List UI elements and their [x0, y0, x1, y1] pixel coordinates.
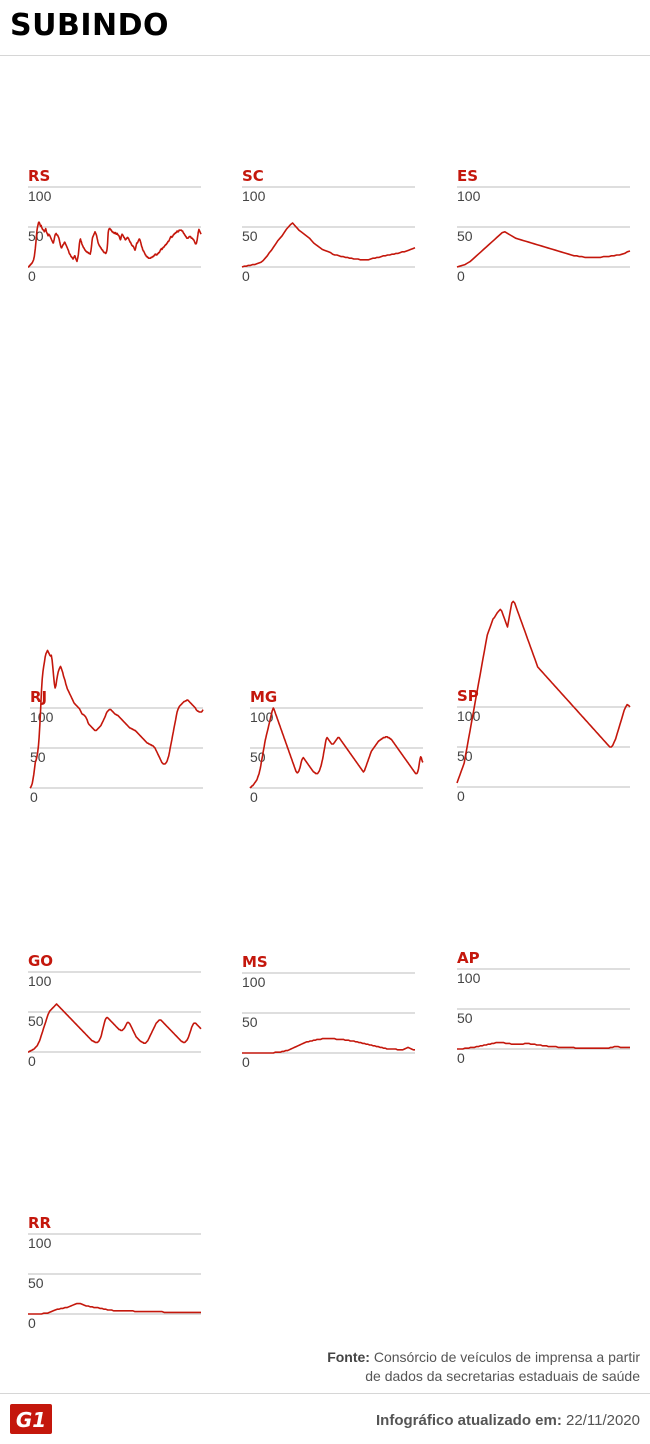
tick-label-es-50: 50: [457, 228, 473, 244]
tick-label-rj-100: 100: [30, 709, 54, 725]
series-line-ap: [457, 1041, 630, 1050]
tick-label-sc-100: 100: [242, 188, 266, 204]
series-line-sp: [456, 600, 631, 784]
tick-label-go-100: 100: [28, 973, 52, 989]
state-label-rj: RJ: [30, 688, 47, 706]
state-label-sp: SP: [457, 687, 479, 705]
g1-logo: G1: [10, 1404, 52, 1434]
source-line-2: de dados da secretarias estaduais de saú…: [365, 1368, 640, 1384]
state-label-sc: SC: [242, 167, 264, 185]
tick-label-rr-0: 0: [28, 1315, 36, 1331]
updated-label: Infográfico atualizado em:: [376, 1412, 562, 1429]
tick-label-rs-0: 0: [28, 268, 36, 284]
tick-label-mg-0: 0: [250, 789, 258, 805]
state-label-ms: MS: [242, 953, 268, 971]
page-title: SUBINDO: [10, 8, 170, 43]
header-divider: [0, 55, 650, 56]
logo-text: G1: [16, 1408, 46, 1432]
tick-label-es-0: 0: [457, 268, 465, 284]
tick-label-ms-100: 100: [242, 974, 266, 990]
tick-label-rj-0: 0: [30, 789, 38, 805]
source-note: Fonte: Consórcio de veículos de imprensa…: [220, 1348, 640, 1386]
state-label-ap: AP: [457, 949, 480, 967]
update-note: Infográfico atualizado em: 22/11/2020: [376, 1412, 640, 1429]
tick-label-rj-50: 50: [30, 749, 46, 765]
tick-label-ap-100: 100: [457, 970, 481, 986]
state-label-rs: RS: [28, 167, 50, 185]
series-line-es: [456, 231, 631, 268]
updated-date: 22/11/2020: [566, 1412, 640, 1429]
state-label-es: ES: [457, 167, 478, 185]
tick-label-go-0: 0: [28, 1053, 36, 1069]
tick-label-ap-0: 0: [457, 1050, 465, 1066]
tick-label-rs-100: 100: [28, 188, 52, 204]
tick-label-mg-100: 100: [250, 709, 274, 725]
tick-label-sp-100: 100: [457, 708, 481, 724]
series-line-go: [28, 1003, 202, 1053]
tick-label-sc-50: 50: [242, 228, 258, 244]
series-line-mg: [249, 707, 424, 789]
tick-label-go-50: 50: [28, 1013, 44, 1029]
tick-label-es-100: 100: [457, 188, 481, 204]
series-line-rr: [28, 1302, 201, 1315]
tick-label-sc-0: 0: [242, 268, 250, 284]
series-line-sc: [241, 222, 416, 268]
source-line-1: Consórcio de veículos de imprensa a part…: [373, 1349, 640, 1365]
series-line-ms: [242, 1037, 415, 1054]
state-label-go: GO: [28, 952, 53, 970]
footer-divider: [0, 1393, 650, 1394]
tick-label-ms-0: 0: [242, 1054, 250, 1070]
tick-label-ap-50: 50: [457, 1010, 473, 1026]
tick-label-rr-50: 50: [28, 1275, 44, 1291]
state-label-mg: MG: [250, 688, 277, 706]
tick-label-sp-0: 0: [457, 788, 465, 804]
source-label: Fonte:: [327, 1349, 370, 1365]
state-label-rr: RR: [28, 1214, 52, 1232]
series-line-rj: [29, 649, 204, 789]
tick-label-rr-100: 100: [28, 1235, 52, 1251]
tick-label-ms-50: 50: [242, 1014, 258, 1030]
series-line-rs: [27, 221, 202, 268]
